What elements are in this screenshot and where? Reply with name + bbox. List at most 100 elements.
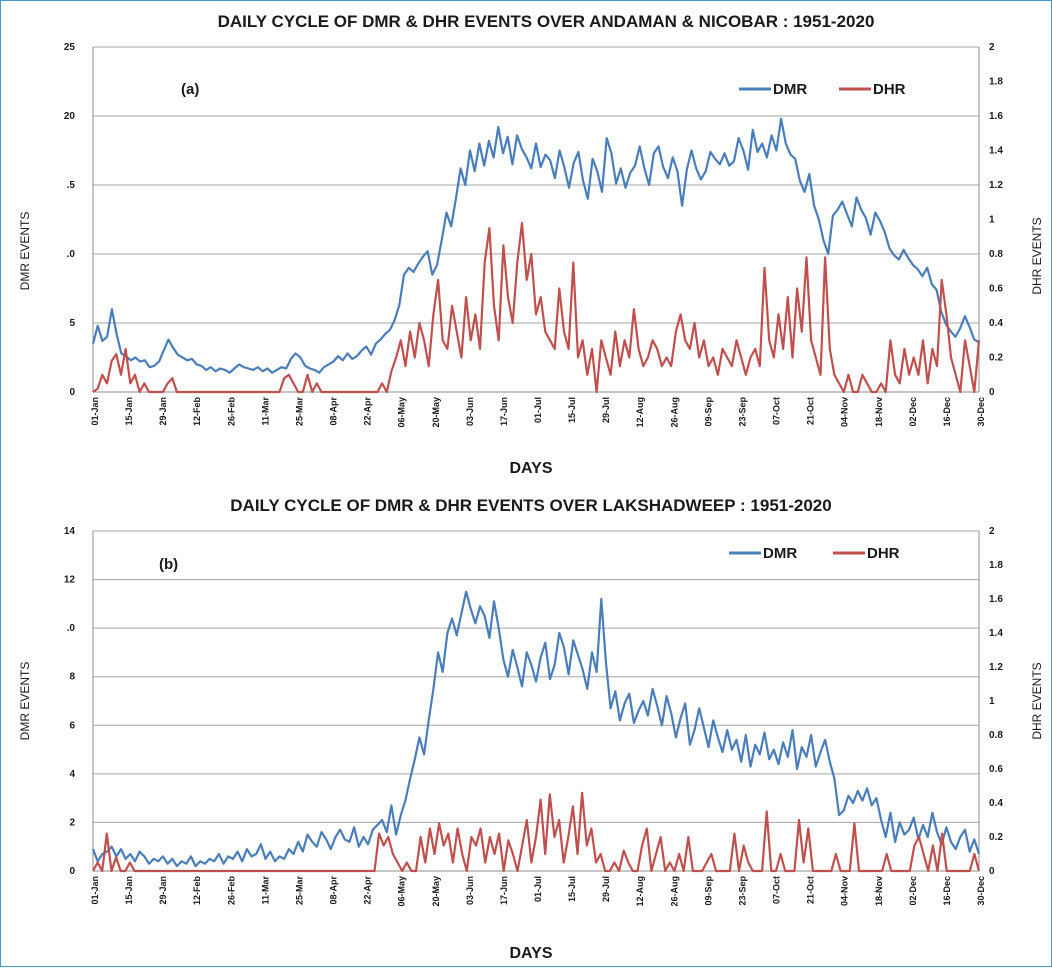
x-tick-label: 01-Jan	[90, 876, 100, 905]
x-tick-label: 11-Mar	[260, 876, 270, 905]
x-tick-label: 06-May	[397, 397, 407, 428]
x-tick-label: 03-Jun	[465, 397, 475, 426]
x-tick-label: 22-Apr	[363, 397, 373, 426]
series-line-dhr	[92, 791, 981, 873]
x-tick-label: 12-Aug	[635, 397, 645, 428]
x-tick-label: 23-Sep	[737, 396, 747, 426]
y2-tick-label: 1	[989, 215, 995, 226]
x-tick-label: 12-Feb	[192, 397, 202, 427]
y-tick-label: 14	[64, 526, 76, 537]
y-tick-label: 0	[69, 866, 75, 877]
x-tick-label: 26-Aug	[669, 397, 679, 428]
x-tick-label: 08-Apr	[329, 397, 339, 426]
x-tick-label: 08-Apr	[329, 876, 339, 905]
x-tick-label: 30-Dec	[976, 876, 986, 906]
y2-axis-label: DHR EVENTS	[1030, 662, 1044, 739]
x-tick-label: 17-Jun	[499, 876, 509, 905]
y2-tick-label: 1.8	[989, 77, 1003, 88]
y2-tick-label: 0	[989, 866, 995, 877]
y2-tick-label: 1.2	[989, 662, 1003, 673]
legend: DMR DHR	[739, 81, 906, 98]
x-tick-label: 25-Mar	[294, 876, 304, 906]
x-tick-label: 20-May	[431, 397, 441, 428]
chart-title: DAILY CYCLE OF DMR & DHR EVENTS OVER LAK…	[230, 496, 831, 515]
x-tick-label: 26-Feb	[226, 876, 236, 906]
x-tick-label: 18-Nov	[874, 876, 884, 906]
y-tick-label: 20	[64, 111, 76, 122]
x-tick-label: 16-Dec	[942, 876, 952, 906]
x-tick-label: 29-Jul	[601, 876, 611, 902]
x-tick-label: 02-Dec	[908, 876, 918, 906]
x-tick-label: 20-May	[431, 876, 441, 907]
x-tick-label: 26-Feb	[226, 397, 236, 427]
y-axis-label: DMR EVENTS	[18, 212, 32, 291]
y2-axis-label: DHR EVENTS	[1030, 217, 1044, 294]
x-tick-label: 29-Jul	[601, 397, 611, 423]
x-tick-label: 30-Dec	[976, 397, 986, 427]
x-tick-label: 15-Jul	[567, 876, 577, 902]
x-tick-label: 17-Jun	[499, 397, 509, 426]
x-tick-label: 01-Jul	[533, 876, 543, 902]
x-tick-label: 22-Apr	[363, 876, 373, 905]
y-tick-label: .0	[67, 249, 76, 260]
x-tick-label: 09-Sep	[703, 396, 713, 426]
x-tick-label: 06-May	[397, 876, 407, 907]
x-tick-label: 12-Aug	[635, 876, 645, 907]
x-tick-label: 15-Jan	[124, 876, 134, 905]
x-tick-label: 07-Oct	[772, 876, 782, 904]
x-tick-label: 21-Oct	[806, 876, 816, 904]
y-tick-label: 4	[69, 769, 75, 780]
y2-tick-label: 0.2	[989, 353, 1003, 364]
y-tick-label: 8	[69, 672, 75, 683]
x-tick-label: 29-Jan	[158, 397, 168, 426]
panel-label: (a)	[181, 81, 199, 98]
x-tick-label: 15-Jan	[124, 397, 134, 426]
y2-tick-label: 0.2	[989, 832, 1003, 843]
legend-label-dmr: DMR	[773, 81, 807, 98]
y2-tick-label: 1.2	[989, 180, 1003, 191]
chart-panel-a: DAILY CYCLE OF DMR & DHR EVENTS OVER AND…	[18, 12, 1044, 477]
y2-tick-label: 0.4	[989, 318, 1003, 329]
y-tick-label: 0	[69, 387, 75, 398]
x-tick-label: 02-Dec	[908, 397, 918, 427]
x-tick-label: 09-Sep	[703, 875, 713, 905]
series-line-dmr	[91, 590, 981, 868]
x-axis-label: DAYS	[510, 945, 553, 962]
x-tick-label: 12-Feb	[192, 876, 202, 906]
y2-tick-label: 0.8	[989, 249, 1003, 260]
x-tick-label: 26-Aug	[669, 876, 679, 907]
legend-label-dhr: DHR	[867, 545, 900, 562]
y2-tick-label: 1.6	[989, 111, 1003, 122]
x-tick-label: 15-Jul	[567, 397, 577, 423]
x-tick-label: 03-Jun	[465, 876, 475, 905]
y2-tick-label: 0.8	[989, 730, 1003, 741]
y-axis-label: DMR EVENTS	[18, 662, 32, 741]
chart-panel-b: DAILY CYCLE OF DMR & DHR EVENTS OVER LAK…	[18, 496, 1044, 962]
series-line-dhr	[92, 221, 981, 394]
y2-tick-label: 1.6	[989, 594, 1003, 605]
x-axis-label: DAYS	[510, 460, 553, 477]
y2-tick-label: 1.8	[989, 560, 1003, 571]
legend-label-dhr: DHR	[873, 81, 906, 98]
x-tick-label: 04-Nov	[840, 397, 850, 427]
y-tick-label: 6	[69, 720, 75, 731]
y-tick-label: .0	[67, 623, 76, 634]
x-tick-label: 04-Nov	[840, 876, 850, 906]
x-tick-label: 21-Oct	[806, 397, 816, 425]
y2-tick-label: 0.6	[989, 284, 1003, 295]
y2-tick-label: 1.4	[989, 146, 1003, 157]
y2-tick-label: 0.6	[989, 764, 1003, 775]
x-tick-label: 01-Jan	[90, 397, 100, 426]
y-tick-label: .5	[67, 180, 76, 191]
legend: DMR DHR	[729, 545, 900, 562]
y2-tick-label: 2	[989, 42, 995, 53]
x-tick-label: 07-Oct	[772, 397, 782, 425]
chart-title: DAILY CYCLE OF DMR & DHR EVENTS OVER AND…	[218, 12, 875, 31]
y2-tick-label: 1.4	[989, 628, 1003, 639]
x-tick-label: 29-Jan	[158, 876, 168, 905]
x-tick-label: 01-Jul	[533, 397, 543, 423]
y2-tick-label: 1	[989, 696, 995, 707]
panel-label: (b)	[159, 556, 178, 573]
